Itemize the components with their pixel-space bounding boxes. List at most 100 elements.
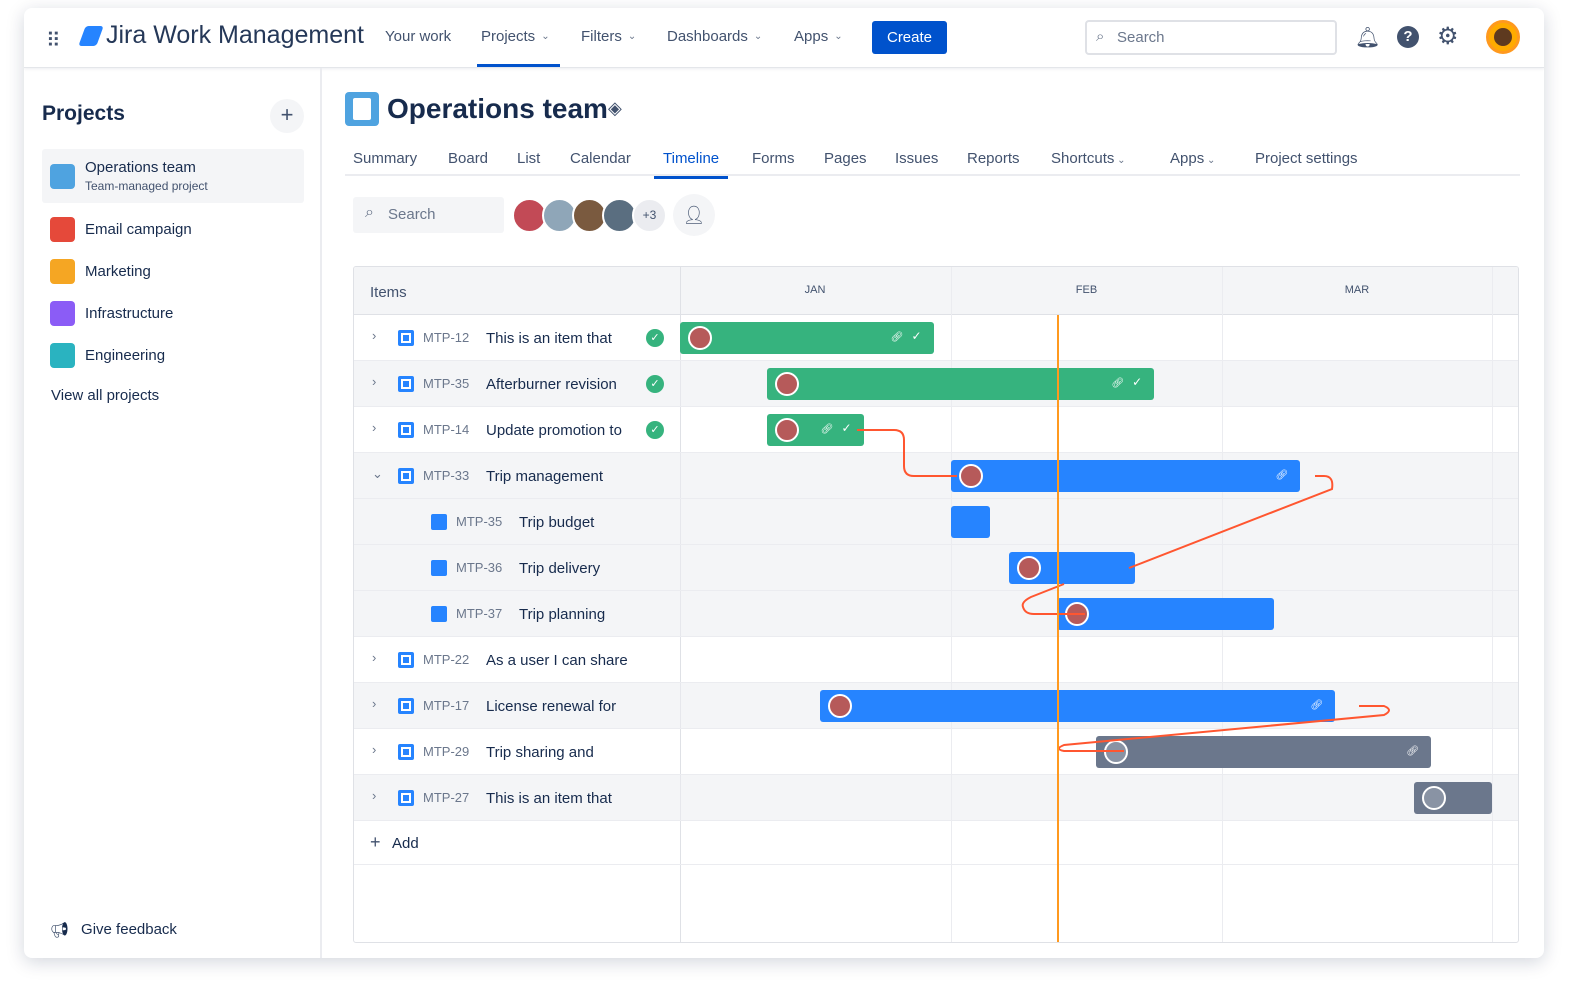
timeline-bar[interactable]: 🔗︎ (1096, 736, 1432, 768)
timeline-bar[interactable]: 🔗︎ ✓ (767, 368, 1155, 400)
notifications-icon[interactable]: 🔔︎ (1355, 27, 1381, 49)
sidebar-item-marketing[interactable]: Marketing (42, 250, 304, 292)
table-row[interactable]: › MTP-29 Trip sharing and (354, 729, 1518, 775)
issue-title[interactable]: This is an item that (486, 330, 612, 347)
chevron-down-icon[interactable]: ⌄ (372, 466, 383, 481)
issue-title[interactable]: Afterburner revision (486, 376, 617, 393)
timeline-bar[interactable] (1413, 782, 1492, 814)
sidebar-item-operations-team[interactable]: Operations team Team-managed project (42, 149, 304, 203)
issue-key[interactable]: MTP-22 (423, 652, 470, 667)
nav-filters[interactable]: Filters ⌄ (581, 28, 636, 45)
app-switcher-icon[interactable]: ⠿ (46, 30, 61, 52)
timeline-bar[interactable]: 🔗︎ ✓ (767, 414, 864, 446)
issue-title[interactable]: Trip budget (519, 514, 595, 531)
today-marker (1057, 315, 1060, 942)
chevron-right-icon[interactable]: › (372, 328, 377, 343)
issue-key[interactable]: MTP-37 (456, 606, 503, 621)
more-members-badge[interactable]: +3 (632, 198, 667, 233)
issue-key[interactable]: MTP-29 (423, 744, 470, 759)
add-project-button[interactable]: + (270, 99, 304, 133)
search-input[interactable]: ⌕ Search (1085, 20, 1337, 55)
table-row[interactable]: MTP-35 Trip budget (354, 499, 1518, 545)
view-all-projects-link[interactable]: View all projects (51, 387, 160, 404)
user-avatar[interactable] (1486, 20, 1520, 54)
tab-shortcuts[interactable]: Shortcuts ⌄ (1051, 150, 1126, 167)
issue-key[interactable]: MTP-35 (423, 376, 470, 391)
timeline-bar[interactable] (1057, 598, 1275, 630)
chevron-right-icon[interactable]: › (372, 742, 377, 757)
sidebar-item-email-campaign[interactable]: Email campaign (42, 208, 304, 250)
issue-title[interactable]: Update promotion to (486, 422, 622, 439)
table-row[interactable]: › MTP-12 This is an item that ✓ (354, 315, 1518, 361)
member-avatar[interactable] (572, 198, 607, 233)
issue-key[interactable]: MTP-36 (456, 560, 503, 575)
issue-key[interactable]: MTP-12 (423, 330, 470, 345)
member-avatar[interactable] (542, 198, 577, 233)
nav-label: Your work (385, 28, 452, 45)
nav-label: Filters (581, 28, 622, 45)
chevron-right-icon[interactable]: › (372, 788, 377, 803)
issue-title[interactable]: License renewal for (486, 698, 617, 715)
add-member-icon[interactable]: 👤︎ (673, 194, 715, 236)
tab-pages[interactable]: Pages (824, 150, 867, 167)
tab-timeline[interactable]: Timeline (654, 150, 729, 179)
tab-summary[interactable]: Summary (353, 150, 417, 167)
tab-label: Pages (824, 150, 867, 167)
issue-key[interactable]: MTP-14 (423, 422, 470, 437)
table-row[interactable]: › MTP-14 Update promotion to ✓ (354, 407, 1518, 453)
chevron-right-icon[interactable]: › (372, 374, 377, 389)
month-label: JAN (804, 284, 826, 296)
table-row[interactable]: MTP-36 Trip delivery (354, 545, 1518, 591)
timeline-bar[interactable] (1009, 552, 1135, 584)
tab-project-settings[interactable]: Project settings (1255, 150, 1358, 167)
timeline-bar[interactable] (951, 506, 990, 538)
issue-title[interactable]: Trip sharing and (486, 744, 594, 761)
issue-key[interactable]: MTP-27 (423, 790, 470, 805)
table-row[interactable]: MTP-37 Trip planning (354, 591, 1518, 637)
link-icon: 🔗︎ (1310, 700, 1324, 711)
issue-title[interactable]: Trip management (486, 468, 603, 485)
give-feedback-button[interactable]: 📢︎ Give feedback (50, 921, 177, 939)
issue-key[interactable]: MTP-35 (456, 514, 503, 529)
tab-label: List (517, 150, 541, 167)
issue-title[interactable]: This is an item that (486, 790, 612, 807)
tab-board[interactable]: Board (448, 150, 488, 167)
timeline-bar[interactable]: 🔗︎ (819, 690, 1336, 722)
paint-bucket-icon[interactable]: ◈ (608, 98, 622, 118)
tab-reports[interactable]: Reports (967, 150, 1020, 167)
add-item-row[interactable]: + Add (354, 821, 1518, 865)
settings-gear-icon[interactable]: ⚙ (1437, 23, 1459, 50)
chevron-right-icon[interactable]: › (372, 420, 377, 435)
nav-your-work[interactable]: Your work (385, 28, 451, 45)
subtask-icon (431, 606, 447, 622)
chevron-right-icon[interactable]: › (372, 650, 377, 665)
chevron-right-icon[interactable]: › (372, 696, 377, 711)
timeline-bar[interactable]: 🔗︎ (951, 460, 1301, 492)
issue-title[interactable]: Trip delivery (519, 560, 601, 577)
help-icon[interactable]: ? (1397, 26, 1419, 48)
table-row[interactable]: ⌄ MTP-33 Trip management (354, 453, 1518, 499)
nav-projects[interactable]: Projects ⌄ (481, 28, 550, 45)
task-icon (398, 790, 414, 806)
issue-key[interactable]: MTP-17 (423, 698, 470, 713)
nav-dashboards[interactable]: Dashboards ⌄ (667, 28, 762, 45)
timeline-bar[interactable]: 🔗︎ ✓ (680, 322, 934, 354)
tab-issues[interactable]: Issues (895, 150, 938, 167)
issue-title[interactable]: Trip planning (519, 606, 606, 623)
tab-list[interactable]: List (517, 150, 540, 167)
unassigned-avatar-icon (1421, 786, 1446, 810)
timeline-search-input[interactable]: ⌕ Search (353, 197, 504, 233)
table-row[interactable]: › MTP-22 As a user I can share (354, 637, 1518, 683)
tab-calendar[interactable]: Calendar (570, 150, 631, 167)
create-button[interactable]: Create (872, 21, 947, 54)
nav-apps[interactable]: Apps ⌄ (794, 28, 843, 45)
issue-title[interactable]: As a user I can share (486, 652, 628, 669)
product-name[interactable]: Jira Work Management (106, 21, 364, 49)
tab-apps[interactable]: Apps ⌄ (1170, 150, 1215, 167)
member-avatar[interactable] (512, 198, 547, 233)
sidebar-item-engineering[interactable]: Engineering (42, 334, 304, 376)
tab-forms[interactable]: Forms (752, 150, 795, 167)
issue-key[interactable]: MTP-33 (423, 468, 470, 483)
table-row[interactable]: › MTP-27 This is an item that (354, 775, 1518, 821)
sidebar-item-infrastructure[interactable]: Infrastructure (42, 292, 304, 334)
